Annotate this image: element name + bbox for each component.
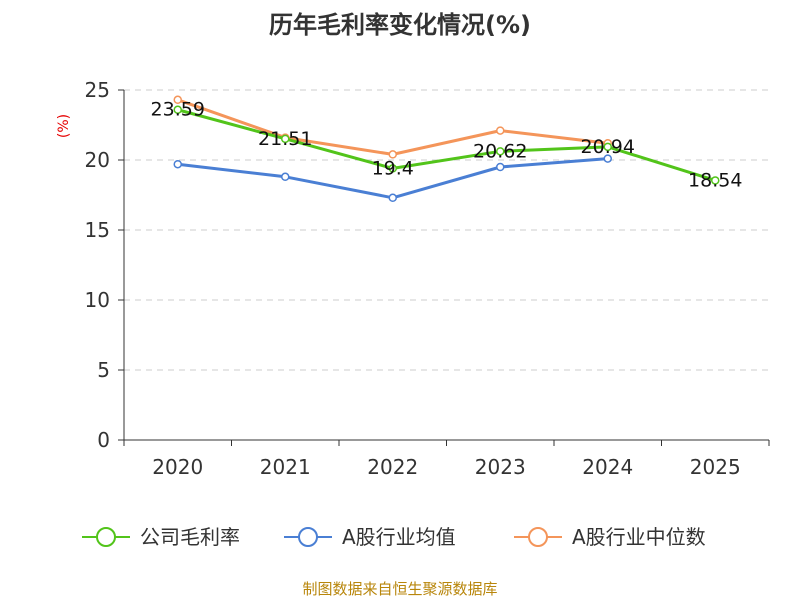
chart-title: 历年毛利率变化情况(%) — [269, 11, 531, 39]
data-point[interactable] — [388, 193, 397, 203]
source-note: 制图数据来自恒生聚源数据库 — [302, 580, 497, 598]
legend-marker — [96, 527, 116, 547]
legend-marker — [528, 527, 548, 547]
legend: 公司毛利率 A股行业均值 A股行业中位数 — [82, 525, 706, 549]
data-label: 23.59 — [151, 99, 205, 121]
data-labels: 23.59 21.51 19.4 20.62 20.94 18.54 — [151, 99, 743, 192]
data-point[interactable] — [388, 164, 397, 173]
y-tick-label: 10 — [85, 288, 110, 312]
data-point[interactable] — [173, 95, 182, 105]
x-tick-label: 2022 — [367, 455, 418, 479]
axes — [118, 89, 770, 446]
legend-label: 公司毛利率 — [140, 525, 240, 549]
series-0 — [173, 105, 720, 185]
data-label: 21.51 — [258, 128, 312, 150]
data-point[interactable] — [173, 159, 182, 169]
legend-marker — [298, 527, 318, 547]
data-point[interactable] — [603, 154, 612, 163]
data-point[interactable] — [496, 162, 505, 172]
data-point[interactable] — [711, 176, 720, 185]
data-point[interactable] — [388, 150, 397, 159]
grid — [124, 89, 769, 371]
data-label: 19.4 — [372, 157, 414, 179]
legend-item-1[interactable]: A股行业均值 — [284, 525, 456, 549]
y-tick-label: 20 — [85, 148, 110, 172]
data-point[interactable] — [173, 105, 182, 114]
data-point[interactable] — [281, 134, 290, 144]
legend-item-2[interactable]: A股行业中位数 — [514, 525, 706, 549]
x-tick-label: 2021 — [260, 455, 311, 479]
legend-item-0[interactable]: 公司毛利率 — [82, 525, 240, 549]
y-tick-label: 25 — [85, 78, 110, 102]
x-tick-label: 2020 — [152, 455, 203, 479]
data-label: 20.62 — [473, 140, 527, 162]
data-label: 18.54 — [688, 169, 742, 191]
data-label: 20.94 — [581, 136, 635, 158]
x-tick-label: 2024 — [582, 455, 633, 479]
y-ticks: 0 5 10 15 20 25 — [85, 78, 110, 452]
x-tick-label: 2023 — [475, 455, 526, 479]
series-layer — [173, 95, 720, 203]
y-tick-label: 5 — [97, 358, 110, 382]
series-line — [177, 108, 716, 182]
data-point[interactable] — [496, 126, 505, 135]
y-tick-label: 0 — [97, 428, 110, 452]
data-point[interactable] — [496, 147, 505, 156]
data-point[interactable] — [281, 172, 290, 182]
legend-label: A股行业均值 — [342, 525, 456, 549]
y-tick-label: 15 — [85, 218, 110, 242]
x-tick-label: 2025 — [690, 455, 741, 479]
data-point[interactable] — [603, 142, 612, 152]
x-ticks: 2020 2021 2022 2023 2024 2025 — [152, 455, 740, 479]
y-axis-label: (%) — [56, 114, 72, 138]
legend-label: A股行业中位数 — [572, 525, 706, 549]
series-1 — [173, 154, 612, 203]
